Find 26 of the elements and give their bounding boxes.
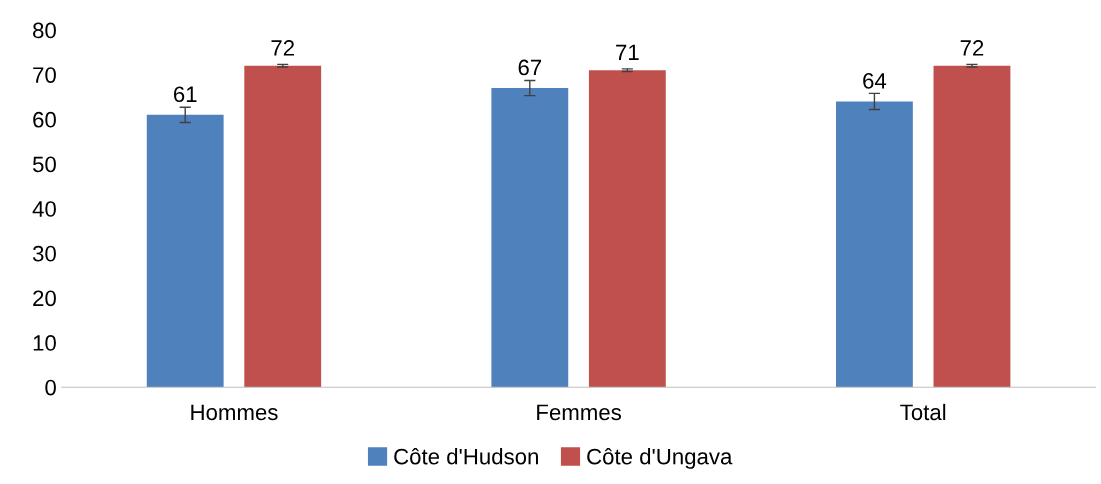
bar (588, 70, 666, 388)
y-tick-label: 70 (33, 67, 56, 83)
y-tick-label: 30 (32, 245, 56, 262)
x-tick-label: Hommes (191, 404, 278, 421)
y-tick-label: 60 (33, 111, 56, 128)
data-label: 61 (173, 86, 197, 103)
data-label: 67 (518, 59, 542, 76)
bar (244, 65, 322, 388)
y-tick-label: 20 (33, 290, 56, 307)
y-tick-label: 80 (33, 22, 56, 39)
x-tick-label: Femmes (537, 404, 621, 421)
bar (836, 101, 913, 388)
bar (146, 114, 224, 388)
y-tick-label: 0 (45, 379, 56, 396)
legend-label: Côte d'Ungava (587, 448, 733, 469)
data-label: 71 (616, 44, 639, 61)
bar (933, 65, 1011, 388)
x-tick-label: Total (900, 403, 946, 421)
bar (491, 88, 569, 388)
y-tick-label: 50 (32, 156, 56, 173)
y-tick-label: 10 (33, 335, 56, 351)
legend-label: Côte d'Hudson (394, 448, 538, 465)
data-label: 64 (863, 72, 887, 89)
data-label: 72 (271, 40, 294, 56)
y-tick-label: 40 (32, 201, 56, 217)
data-label: 72 (960, 40, 984, 56)
